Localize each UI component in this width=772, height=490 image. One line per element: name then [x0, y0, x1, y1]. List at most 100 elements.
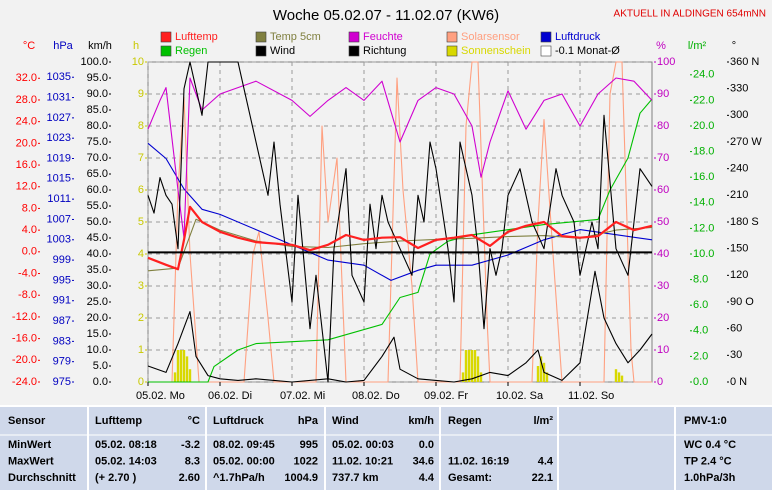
- stats-table: Sensor Lufttemp °C Luftdruck hPa Wind km/h Rege…: [0, 405, 772, 490]
- table-header: Sensor: [8, 415, 46, 427]
- y-tick-label: 0: [138, 376, 144, 388]
- table-header: PMV-1:0: [684, 415, 727, 427]
- bar: [188, 369, 192, 382]
- y-tick-label: 12.0: [16, 181, 37, 193]
- y-tick-label: 1031: [47, 91, 71, 103]
- y-tick-label: 5: [138, 216, 144, 228]
- table-cell: TP 2.4 °C: [684, 455, 732, 467]
- y-tick-label: -16.0: [12, 333, 37, 345]
- y-tick-label: 95.0: [87, 72, 108, 84]
- y-tick-label: -4.0: [18, 267, 37, 279]
- legend-swatch: [446, 31, 458, 43]
- row-label: MinWert: [8, 439, 52, 451]
- y-tick-label: 40: [657, 248, 669, 260]
- bar: [470, 350, 474, 382]
- legend-label: Temp 5cm: [270, 31, 321, 43]
- bar: [476, 356, 480, 382]
- y-tick-label: -24.0: [12, 376, 37, 388]
- y-tick-label: 90.0: [87, 88, 108, 100]
- table-cell: ^1.7hPa/h: [213, 472, 265, 484]
- legend-label: Lufttemp: [175, 31, 218, 43]
- table-cell: 2.60: [179, 472, 200, 484]
- y-tick-label: 3: [138, 280, 144, 292]
- y-tick-label: 20.0: [16, 137, 37, 149]
- axis-unit: km/h: [88, 40, 112, 52]
- y-tick-label: 55.0: [87, 200, 108, 212]
- y-tick-label: 5.0: [93, 360, 108, 372]
- x-tick-label: 08.02. Do: [352, 390, 400, 402]
- y-tick-label: 1027: [47, 112, 71, 124]
- table-header: Lufttemp: [95, 415, 142, 427]
- y-tick-label: 0.0: [22, 246, 37, 258]
- y-tick-label: 16.0: [693, 171, 714, 183]
- y-tick-label: 0.0: [93, 376, 108, 388]
- y-tick-label: 180 S: [730, 216, 759, 228]
- y-tick-label: 85.0: [87, 104, 108, 116]
- legend-label: Solarsensor: [461, 31, 520, 43]
- location-note: AKTUELL IN ALDINGEN 654mNN: [614, 9, 766, 20]
- table-cell: 05.02. 08:18: [95, 439, 157, 451]
- table-cell: 1022: [294, 455, 318, 467]
- y-tick-label: 1: [138, 344, 144, 356]
- y-tick-label: 991: [53, 295, 71, 307]
- table-cell: 4.4: [419, 472, 435, 484]
- y-tick-label: 60: [657, 184, 669, 196]
- y-tick-label: 45.0: [87, 232, 108, 244]
- y-tick-label: 32.0: [16, 72, 37, 84]
- y-tick-label: 6: [138, 184, 144, 196]
- bar: [461, 372, 465, 382]
- chart-title: Woche 05.02.07 - 11.02.07 (KW6): [273, 7, 499, 24]
- series-line: [148, 98, 653, 383]
- y-tick-label: 80.0: [87, 120, 108, 132]
- y-tick-label: 1011: [47, 193, 71, 205]
- legend: Lufttemp Temp 5cm Feuchte Solarsensor Luftdr…: [160, 31, 620, 57]
- table-cell: 34.6: [413, 455, 434, 467]
- table-cell: 4.4: [538, 455, 554, 467]
- table-header: Wind: [332, 415, 359, 427]
- y-tick-label: 360 N: [730, 56, 759, 68]
- y-tick-label: 8.0: [22, 202, 37, 214]
- y-tick-label: 0: [657, 376, 663, 388]
- legend-label: -0.1 Monat-Ø: [555, 45, 620, 57]
- table-cell: Gesamt:: [448, 472, 492, 484]
- row-label: Durchschnitt: [8, 472, 76, 484]
- legend-swatch: [446, 45, 458, 57]
- axis-unit: l/m²: [688, 40, 707, 52]
- y-tick-label: 270 W: [730, 136, 762, 148]
- y-tick-label: 7: [138, 152, 144, 164]
- y-tick-label: 20: [657, 312, 669, 324]
- axis-unit: h: [133, 40, 139, 52]
- bar: [464, 350, 468, 382]
- y-tick-label: 30: [657, 280, 669, 292]
- axis-unit: %: [656, 40, 666, 52]
- legend-label: Luftdruck: [555, 31, 601, 43]
- y-tick-label: 50: [657, 216, 669, 228]
- y-tick-label: 18.0: [693, 146, 714, 158]
- series-line: [147, 142, 653, 281]
- legend-swatch: [255, 31, 267, 43]
- bar: [536, 366, 540, 382]
- table-header: °C: [188, 415, 200, 427]
- table-cell: 08.02. 09:45: [213, 439, 275, 451]
- y-tick-label: 10: [132, 56, 144, 68]
- y-tick-label: 1035: [47, 71, 71, 83]
- y-tick-label: 24.0: [16, 116, 37, 128]
- y-tick-label: 120: [730, 269, 748, 281]
- bar: [617, 372, 621, 382]
- y-tick-label: 4.0: [22, 224, 37, 236]
- y-tick-label: 24.0: [693, 69, 714, 81]
- series-line: [147, 77, 653, 239]
- y-tick-label: 4: [138, 248, 144, 260]
- bar: [182, 350, 186, 382]
- bar: [473, 350, 477, 382]
- y-tick-label: 35.0: [87, 264, 108, 276]
- x-tick-label: 05.02. Mo: [136, 390, 185, 402]
- y-tick-label: -12.0: [12, 311, 37, 323]
- y-tick-label: 1019: [47, 152, 71, 164]
- legend-swatch: [540, 31, 552, 43]
- y-tick-label: 983: [53, 335, 71, 347]
- table-cell: WC 0.4 °C: [684, 439, 736, 451]
- y-tick-label: 10.0: [87, 344, 108, 356]
- bar: [173, 372, 177, 382]
